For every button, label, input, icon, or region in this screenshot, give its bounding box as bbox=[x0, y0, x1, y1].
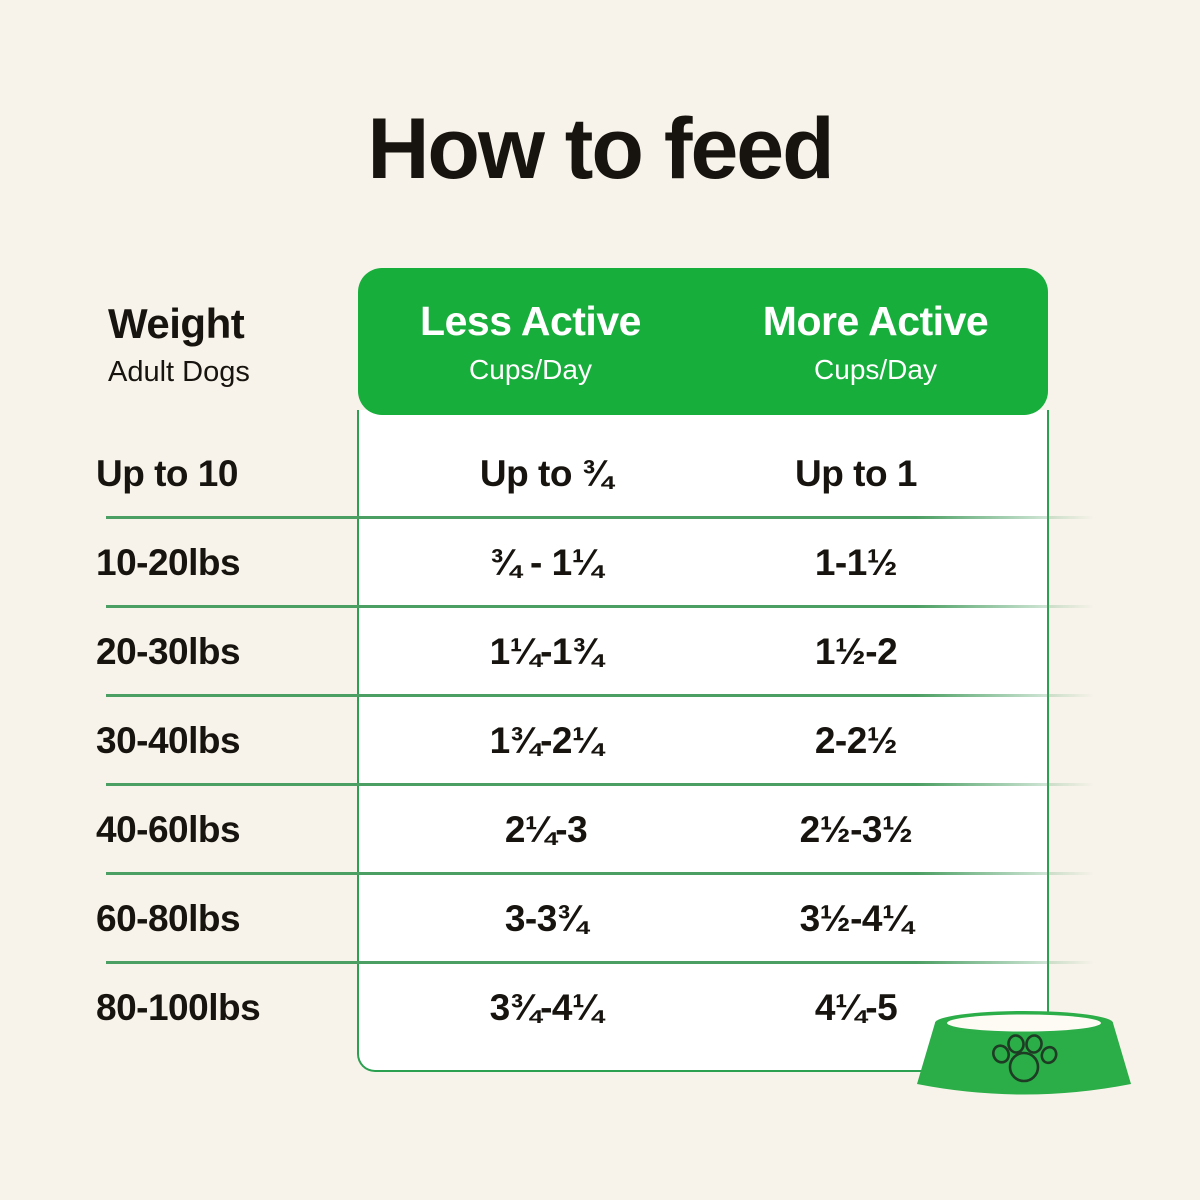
less-active-cell: 3-3¾ bbox=[504, 898, 588, 939]
table-row: Up to 10 Up to ¾ Up to 1 bbox=[96, 429, 1096, 519]
paw-print-icon bbox=[992, 1034, 1058, 1083]
more-active-cell: 1½-2 bbox=[814, 631, 898, 672]
table-row: 40-60lbs 2¼-3 2½-3½ bbox=[96, 785, 1096, 875]
weight-cell: 20-30lbs bbox=[96, 631, 241, 672]
weight-header-subtitle: Adult Dogs bbox=[108, 356, 250, 388]
less-active-cell: Up to ¾ bbox=[479, 453, 613, 494]
weight-cell: Up to 10 bbox=[96, 453, 238, 494]
row-divider bbox=[106, 783, 1094, 786]
less-active-subtitle: Cups/Day bbox=[469, 353, 592, 385]
more-active-cell: 2-2½ bbox=[814, 720, 898, 761]
weight-column-header: Weight Adult Dogs bbox=[108, 300, 250, 389]
weight-cell: 80-100lbs bbox=[96, 987, 261, 1028]
table-row: 10-20lbs ¾ - 1¼ 1-1½ bbox=[96, 518, 1096, 608]
less-active-cell: 1¾-2¼ bbox=[489, 720, 603, 761]
table-row: 20-30lbs 1¼-1¾ 1½-2 bbox=[96, 607, 1096, 697]
table-row: 30-40lbs 1¾-2¼ 2-2½ bbox=[96, 696, 1096, 786]
less-active-cell: 1¼-1¾ bbox=[489, 631, 603, 672]
table-row: 80-100lbs 3¾-4¼ 4¼-5 bbox=[96, 963, 1096, 1053]
less-active-title: Less Active bbox=[420, 297, 641, 344]
weight-header-title: Weight bbox=[108, 300, 245, 347]
column-header-less-active: Less Active Cups/Day bbox=[358, 268, 703, 415]
more-active-cell: 3½-4¼ bbox=[799, 898, 913, 939]
more-active-title: More Active bbox=[762, 297, 989, 344]
weight-cell: 10-20lbs bbox=[96, 542, 241, 583]
row-divider bbox=[106, 516, 1094, 519]
less-active-cell: ¾ - 1¼ bbox=[489, 542, 603, 583]
less-active-cell: 3¾-4¼ bbox=[489, 987, 603, 1028]
row-divider bbox=[106, 961, 1094, 964]
row-divider bbox=[106, 694, 1094, 697]
more-active-subtitle: Cups/Day bbox=[814, 353, 937, 385]
dog-bowl-icon bbox=[914, 1010, 1134, 1106]
weight-cell: 40-60lbs bbox=[96, 809, 241, 850]
more-active-cell: 2½-3½ bbox=[799, 809, 913, 850]
row-divider bbox=[106, 872, 1094, 875]
more-active-cell: 4¼-5 bbox=[814, 987, 898, 1028]
more-active-cell: Up to 1 bbox=[795, 453, 917, 494]
weight-cell: 30-40lbs bbox=[96, 720, 241, 761]
row-divider bbox=[106, 605, 1094, 608]
table-row: 60-80lbs 3-3¾ 3½-4¼ bbox=[96, 874, 1096, 964]
column-header-more-active: More Active Cups/Day bbox=[703, 268, 1048, 415]
table-header-band: Less Active Cups/Day More Active Cups/Da… bbox=[358, 268, 1048, 415]
more-active-cell: 1-1½ bbox=[814, 542, 898, 583]
less-active-cell: 2¼-3 bbox=[504, 809, 588, 850]
weight-cell: 60-80lbs bbox=[96, 898, 241, 939]
page-title: How to feed bbox=[367, 101, 834, 197]
